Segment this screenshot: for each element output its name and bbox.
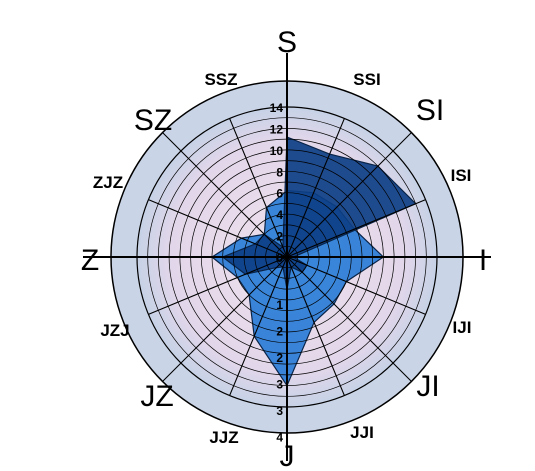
tick-label-lower: 2: [276, 351, 283, 365]
tick-label-upper: 2: [276, 230, 283, 244]
tick-label-upper: 14: [270, 101, 284, 115]
direction-label-zjz: ZJZ: [93, 173, 123, 192]
direction-label-jji: JJI: [350, 423, 374, 442]
tick-label-upper: 8: [276, 165, 283, 179]
direction-label-i: I: [479, 244, 487, 277]
tick-label-lower: 4: [276, 431, 283, 445]
spoke-jji: [286, 256, 345, 396]
direction-label-jz: JZ: [140, 380, 173, 413]
tick-label-lower: 1: [276, 298, 283, 312]
direction-label-jzj: JZJ: [100, 321, 129, 340]
tick-label-upper: 12: [270, 122, 284, 136]
spoke-jzj: [148, 256, 288, 315]
tick-label-upper: 0: [276, 251, 283, 265]
direction-label-j: J: [280, 440, 295, 471]
direction-label-iji: IJI: [453, 318, 472, 337]
direction-label-isi: ISI: [451, 166, 472, 185]
direction-label-si: SI: [416, 94, 444, 127]
direction-label-ssz: SSZ: [204, 70, 237, 89]
direction-label-z: Z: [81, 244, 99, 277]
tick-label-upper: 6: [276, 187, 283, 201]
spoke-ssz: [229, 118, 288, 258]
direction-label-ssi: SSI: [353, 70, 380, 89]
tick-label-lower: 3: [276, 378, 283, 392]
spoke-isi: [286, 199, 426, 258]
spoke-ssi: [286, 118, 345, 258]
tick-label-lower: 3: [276, 404, 283, 418]
tick-label-upper: 4: [276, 208, 283, 222]
spoke-sz: [162, 132, 288, 258]
grid-layer: [83, 53, 491, 461]
spoke-iji: [286, 256, 426, 315]
spoke-zjz: [148, 199, 288, 258]
tick-label-lower: 2: [276, 325, 283, 339]
direction-label-jjz: JJZ: [209, 428, 238, 447]
spoke-jjz: [229, 256, 288, 396]
direction-label-ji: JI: [416, 370, 439, 403]
direction-label-sz: SZ: [134, 104, 172, 137]
spoke-si: [286, 132, 412, 258]
tick-label-upper: 10: [270, 144, 284, 158]
spoke-jz: [162, 256, 288, 382]
direction-label-s: S: [277, 26, 297, 59]
spoke-ji: [286, 256, 412, 382]
